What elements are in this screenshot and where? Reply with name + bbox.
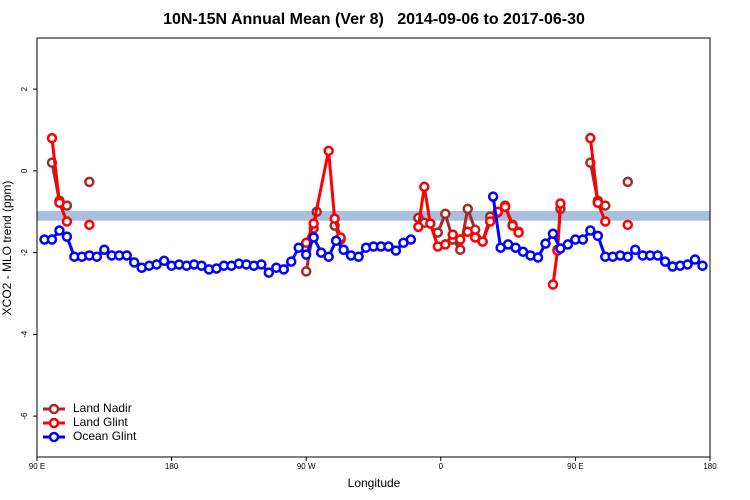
data-point [353,251,364,262]
data-point [54,197,65,208]
data-point [128,257,140,268]
data-point [278,264,290,275]
data-point [323,145,334,157]
data-point [440,239,451,250]
x-tick-label: 180 [165,462,179,471]
data-point [84,219,95,231]
data-point [577,234,589,245]
data-point [54,225,65,236]
y-tick-label: -4 [20,330,29,338]
data-point [454,234,466,245]
data-point [285,256,297,267]
y-tick-label: -2 [20,249,29,257]
data-point [447,229,459,240]
plot-frame [36,37,711,458]
data-point [454,244,466,255]
data-point [329,213,340,224]
y-tick-label: 2 [20,86,29,91]
data-point [121,250,132,261]
data-point [622,176,633,188]
data-point [532,252,544,263]
y-axis-label: XCO2 - MLO trend (ppm) [0,181,14,316]
data-point [413,221,424,233]
data-point [425,218,436,229]
data-point [585,132,596,144]
data-point [61,231,73,242]
x-axis-label: Longitude [348,476,401,490]
data-point [547,228,559,240]
data-point [462,226,473,238]
data-point [419,181,430,193]
data-point [622,219,633,231]
data-point [540,238,551,249]
x-tick-label: 90 E [567,462,583,471]
data-point [158,255,170,267]
data-point [469,232,481,243]
data-point [629,244,641,255]
data-point [484,216,496,227]
data-point [383,241,394,252]
data-point [659,256,671,267]
chart-title: 10N-15N Annual Mean (Ver 8) 2014-09-06 t… [163,11,585,28]
data-point [592,230,604,242]
data-point [263,267,275,278]
data-point [300,266,312,277]
data-point [555,198,566,209]
data-point [99,244,110,255]
data-point [323,251,334,262]
data-point [697,260,708,271]
data-point [462,203,473,215]
data-point [308,232,319,243]
data-point [330,235,342,247]
data-point [600,216,611,227]
data-point [487,191,499,202]
data-point [91,251,103,262]
data-point [652,250,663,261]
data-point [499,201,511,213]
data-point [510,242,521,253]
legend-label: Land Nadir [73,401,132,415]
data-point [390,245,402,256]
data-point [308,218,319,229]
x-tick-label: 90 E [29,462,45,471]
reference-band [37,210,710,221]
data-point [562,239,574,250]
data-point [315,247,327,258]
y-tick-label: 0 [20,168,29,173]
data-point [592,197,604,208]
data-point [440,208,451,220]
data-point [61,216,73,227]
data-point [622,251,633,262]
legend-label: Land Glint [73,415,128,429]
x-tick-label: 180 [703,462,717,471]
data-point [84,176,95,188]
data-point [585,225,596,236]
data-point [300,249,312,260]
legend-marker [48,403,60,415]
data-point [256,259,267,270]
data-point [689,254,701,265]
data-point [46,234,58,245]
data-point [513,227,524,238]
x-tick-label: 90 W [297,462,316,471]
data-point [338,244,349,255]
data-point [293,242,304,253]
data-point [477,236,488,247]
x-tick-label: 0 [439,462,444,471]
legend-marker [48,431,60,443]
data-point [46,132,58,144]
y-tick-label: -6 [20,412,29,420]
data-point [507,220,518,231]
data-point [405,234,417,245]
data-point [547,279,559,290]
legend-label: Ocean Glint [73,429,137,443]
data-point [682,259,693,270]
legend-marker [48,417,60,429]
data-point [555,243,566,254]
